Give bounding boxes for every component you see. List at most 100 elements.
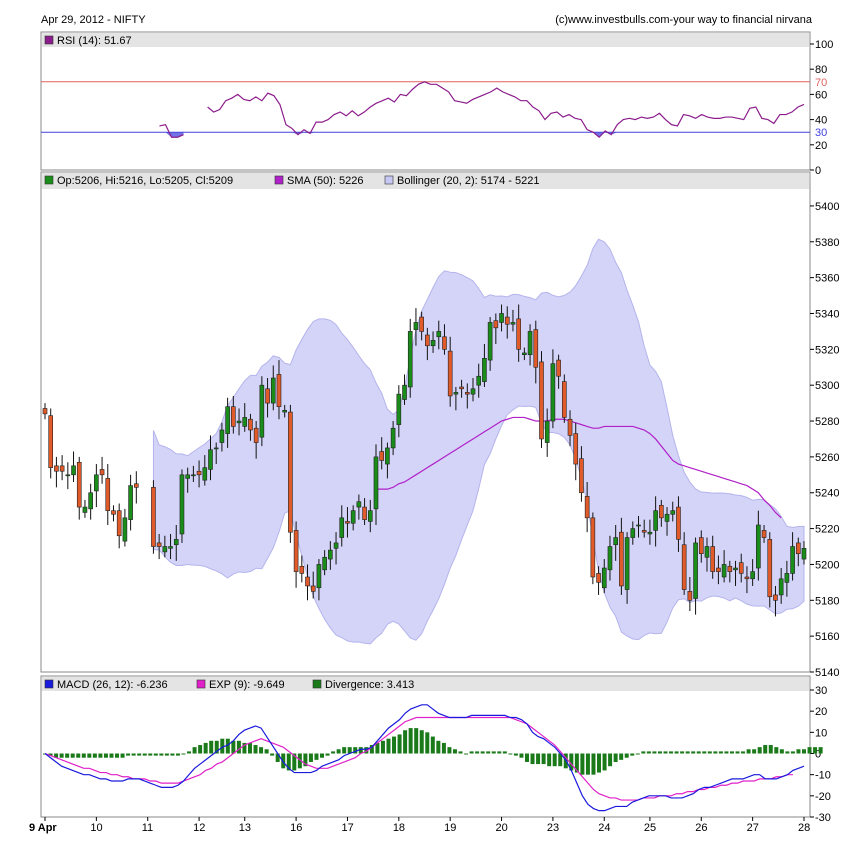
candle-body — [453, 392, 459, 395]
rsi-panel-frame — [40, 31, 811, 171]
candle-body — [350, 510, 356, 524]
divergence-bar — [779, 749, 784, 754]
x-axis-label-4: 13 — [239, 822, 251, 834]
macd-ytick-label-0: -30 — [815, 812, 831, 824]
divergence-bar — [530, 753, 535, 765]
candle-body — [436, 331, 442, 338]
candle-body — [716, 567, 721, 572]
divergence-bar — [209, 740, 214, 754]
chart-header-copyright: (c)www.investbulls.com-your way to finan… — [555, 14, 812, 26]
divergence-bar — [292, 753, 297, 771]
price-legend-label-1: SMA (50): 5226 — [287, 175, 363, 187]
candle-body — [619, 531, 624, 587]
divergence-bar — [308, 753, 313, 762]
candle-body — [653, 510, 658, 531]
divergence-bar — [419, 730, 424, 754]
divergence-bar — [547, 753, 552, 767]
divergence-bar — [115, 753, 120, 758]
divergence-bar — [103, 753, 108, 758]
divergence-bar — [624, 753, 629, 758]
divergence-bar — [536, 753, 541, 765]
divergence-bar — [818, 747, 823, 754]
divergence-bar — [502, 751, 507, 754]
divergence-bar — [619, 753, 624, 760]
candle-body — [116, 510, 122, 537]
price-legend-label-2: Bollinger (20, 2): 5174 - 5221 — [397, 175, 539, 187]
divergence-bar — [198, 745, 203, 754]
candle-body — [562, 381, 567, 418]
candle-body — [213, 447, 219, 450]
candle-body — [641, 530, 647, 533]
candle-body — [476, 375, 482, 386]
candle-body — [470, 388, 476, 395]
divergence-bar — [275, 753, 280, 762]
rsi-line-0 — [159, 123, 184, 138]
divergence-bar — [375, 742, 380, 754]
divergence-bar — [353, 747, 358, 754]
divergence-bar — [491, 751, 496, 754]
candle-body — [196, 470, 202, 476]
price-legend-label-0: Op:5206, Hi:5216, Lo:5205, Cl:5209 — [57, 175, 233, 187]
divergence-bar — [441, 742, 446, 754]
candle-body — [487, 322, 493, 361]
candle-body — [493, 320, 499, 329]
rsi-ytick-label-4: 80 — [815, 64, 827, 76]
divergence-bar — [331, 751, 336, 754]
candle-body — [310, 585, 316, 592]
candle-body — [48, 415, 54, 468]
divergence-bar — [142, 753, 147, 756]
divergence-bar — [264, 749, 269, 754]
candle-body — [362, 506, 367, 520]
divergence-bar — [729, 751, 734, 754]
divergence-bar — [220, 738, 225, 754]
price-ytick-label-8: 5300 — [815, 380, 839, 392]
macd-ytick-label-5: 20 — [815, 706, 827, 718]
divergence-bar — [153, 753, 158, 756]
x-axis-label-13: 26 — [695, 822, 707, 834]
candle-body — [784, 573, 790, 583]
rsi-ytick-label-1: 20 — [815, 140, 827, 152]
candle-body — [607, 546, 613, 571]
divergence-bar — [181, 753, 186, 755]
candle-body — [82, 506, 88, 513]
divergence-bar — [109, 753, 114, 758]
divergence-bar — [436, 740, 441, 754]
divergence-bar — [702, 751, 707, 754]
rsi-ytick-label-5: 100 — [815, 39, 833, 51]
divergence-bar — [392, 736, 397, 754]
candle-body — [259, 384, 265, 438]
divergence-bar — [214, 740, 219, 754]
divergence-bar — [414, 728, 419, 754]
candle-body — [276, 374, 282, 407]
divergence-bar — [641, 751, 646, 754]
price-legend-swatch-0 — [44, 175, 54, 185]
divergence-bar — [802, 749, 806, 754]
candle-body — [367, 510, 373, 522]
divergence-bar — [768, 745, 773, 754]
candle-body — [65, 474, 71, 477]
candle-body — [76, 461, 82, 508]
macd-legend-swatch-0 — [44, 679, 54, 689]
candle-body — [596, 573, 601, 583]
divergence-bar — [807, 747, 812, 754]
candle-body — [636, 524, 641, 527]
candle-body — [579, 458, 584, 494]
candle-body — [168, 546, 173, 549]
divergence-bar — [231, 740, 236, 754]
candle-body — [225, 406, 230, 434]
divergence-bar — [225, 738, 230, 754]
candle-body — [676, 506, 681, 540]
macd-legend-label-2: Divergence: 3.413 — [325, 679, 414, 691]
candle-body — [573, 433, 579, 465]
divergence-bar — [120, 753, 125, 758]
divergence-bar — [131, 753, 136, 756]
x-axis-label-12: 25 — [644, 822, 656, 834]
price-ytick-label-13: 5400 — [815, 201, 839, 213]
divergence-bar — [519, 753, 524, 758]
candle-body — [795, 542, 801, 554]
x-axis-label-11: 24 — [598, 822, 610, 834]
divergence-bar — [54, 753, 59, 758]
candle-body — [556, 359, 561, 377]
divergence-bar — [580, 753, 585, 775]
divergence-bar — [608, 753, 613, 767]
